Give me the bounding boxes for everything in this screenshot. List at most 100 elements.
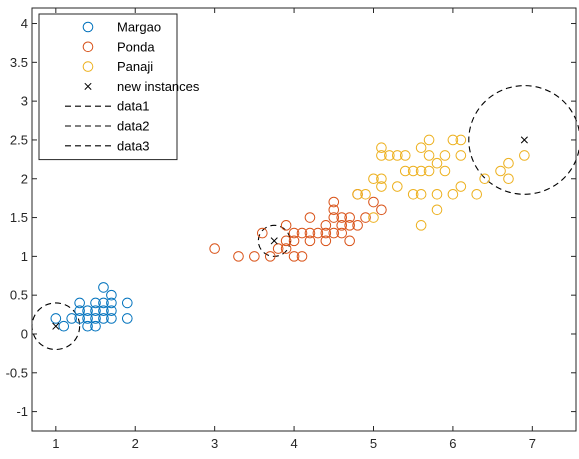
point-panaji	[431, 188, 443, 200]
point-new-instance	[270, 237, 278, 245]
point-margao	[82, 320, 93, 332]
y-tick-label: 3.5	[10, 55, 28, 70]
point-margao	[98, 313, 109, 324]
point-margao	[66, 313, 78, 324]
point-ponda	[209, 243, 220, 254]
legend-label-data2: data2	[117, 119, 150, 134]
point-ponda	[280, 220, 292, 231]
point-ponda	[233, 251, 244, 262]
y-tick-label: 3	[21, 94, 28, 109]
point-margao	[58, 320, 70, 332]
point-panaji	[455, 181, 467, 192]
point-panaji	[376, 181, 387, 192]
legend-marker-ponda	[82, 41, 94, 53]
point-ponda	[360, 212, 371, 223]
circle-data2	[257, 224, 291, 257]
point-margao	[82, 313, 93, 324]
point-ponda	[304, 227, 316, 239]
point-panaji	[431, 204, 443, 216]
point-margao	[74, 313, 85, 324]
point-ponda	[336, 220, 348, 231]
legend: Margao Ponda Panaji new instances data1 data2…	[38, 13, 200, 161]
point-panaji	[384, 150, 395, 161]
point-ponda	[376, 204, 387, 216]
legend-box	[38, 13, 178, 161]
legend-label-ponda: Ponda	[117, 39, 155, 54]
point-margao	[98, 282, 109, 293]
point-ponda	[344, 235, 355, 247]
point-margao	[106, 313, 117, 324]
point-panaji	[447, 134, 459, 146]
point-margao	[90, 297, 101, 309]
point-ponda	[257, 227, 268, 239]
axes-box	[31, 7, 577, 432]
point-ponda	[328, 227, 340, 239]
point-ponda	[280, 243, 292, 254]
point-margao	[74, 297, 85, 309]
point-ponda	[288, 235, 300, 247]
point-panaji	[479, 173, 490, 185]
point-ponda	[304, 212, 316, 223]
circle-data3	[468, 85, 579, 195]
point-ponda	[280, 235, 292, 247]
point-panaji	[407, 165, 419, 177]
point-ponda	[272, 243, 284, 254]
point-ponda	[328, 212, 340, 223]
point-panaji	[431, 157, 443, 169]
point-panaji	[368, 212, 379, 223]
point-new-instance	[520, 136, 528, 144]
legend-marker-margao	[82, 21, 94, 33]
point-ponda	[304, 235, 316, 247]
point-margao	[98, 297, 109, 309]
point-panaji	[503, 173, 514, 185]
point-margao	[121, 313, 133, 324]
point-ponda	[344, 212, 355, 223]
point-panaji	[439, 165, 451, 177]
point-panaji	[407, 188, 419, 200]
legend-label-data1: data1	[117, 99, 150, 114]
y-tick-label: 2	[21, 171, 28, 186]
point-new-instance	[52, 322, 60, 330]
point-ponda	[249, 251, 260, 262]
point-ponda	[336, 227, 348, 239]
point-panaji	[399, 165, 411, 177]
point-ponda	[320, 227, 332, 239]
data-points	[50, 134, 530, 332]
point-margao	[98, 305, 109, 316]
point-panaji	[360, 188, 371, 200]
legend-label-data3: data3	[117, 138, 150, 153]
point-ponda	[344, 220, 355, 231]
x-tick-label: 4	[290, 436, 297, 451]
point-panaji	[392, 181, 403, 192]
point-panaji	[439, 150, 451, 161]
point-margao	[90, 320, 101, 332]
x-tick-label: 6	[449, 436, 456, 451]
point-margao	[50, 313, 62, 324]
point-margao	[121, 297, 133, 309]
point-margao	[82, 305, 93, 316]
point-ponda	[336, 212, 348, 223]
point-panaji	[415, 188, 427, 200]
point-panaji	[399, 150, 411, 161]
point-ponda	[328, 204, 340, 216]
x-tick-label: 7	[529, 436, 536, 451]
legend-label-new-instances: new instances	[117, 79, 200, 94]
point-ponda	[368, 196, 379, 208]
point-panaji	[415, 165, 427, 177]
y-tick-label: 4	[21, 16, 28, 31]
point-panaji	[376, 173, 387, 185]
point-panaji	[503, 157, 514, 169]
y-tick-label: 2.5	[10, 132, 28, 147]
point-ponda	[296, 251, 308, 262]
y-tick-label: 1	[21, 249, 28, 264]
point-panaji	[423, 150, 435, 161]
point-ponda	[288, 227, 300, 239]
point-margao	[106, 305, 117, 316]
point-panaji	[519, 150, 530, 161]
x-tick-label: 2	[132, 436, 139, 451]
point-panaji	[455, 150, 467, 161]
x-tick-label: 5	[370, 436, 377, 451]
point-margao	[106, 289, 117, 301]
y-tick-label: 0	[21, 326, 28, 341]
